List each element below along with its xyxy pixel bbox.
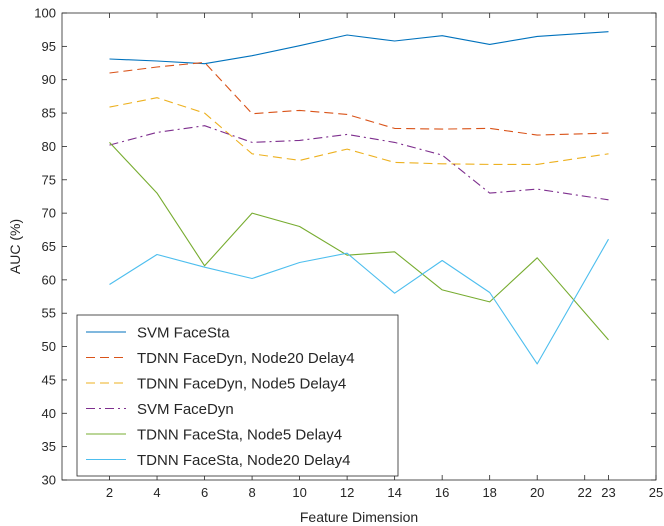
series-line-5 [109,142,609,341]
y-axis-label: AUC (%) [7,219,23,274]
y-tick-label: 75 [42,172,56,187]
x-tick-label: 8 [248,485,255,500]
y-tick-label: 100 [34,6,56,21]
legend-label-6: TDNN FaceSta, Node20 Delay4 [137,452,350,469]
x-tick-label: 23 [601,485,615,500]
x-tick-label: 25 [649,485,663,500]
y-tick-label: 95 [42,39,56,54]
y-tick-label: 85 [42,106,56,121]
legend-label-5: TDNN FaceSta, Node5 Delay4 [137,427,342,444]
x-tick-label: 6 [201,485,208,500]
legend-label-4: SVM FaceDyn [137,401,234,418]
y-tick-label: 90 [42,72,56,87]
y-tick-label: 80 [42,139,56,154]
y-tick-label: 45 [42,372,56,387]
legend-label-1: SVM FaceSta [137,325,230,342]
legend: SVM FaceSta TDNN FaceDyn, Node20 Delay4 TD… [76,314,399,477]
y-tick-label: 50 [42,339,56,354]
y-axis: 30 35 40 45 50 55 60 65 70 75 80 85 90 95 100 [34,6,656,488]
x-tick-label: 4 [153,485,160,500]
y-tick-label: 65 [42,239,56,254]
y-tick-label: 55 [42,306,56,321]
x-tick-label: 20 [530,485,544,500]
x-tick-label: 16 [435,485,449,500]
series-line-3 [109,97,609,165]
series-line-6 [109,238,609,365]
x-tick-label: 22 [577,485,591,500]
series-line-2 [109,61,609,136]
x-axis-label: Feature Dimension [300,509,418,525]
x-tick-label: 10 [292,485,306,500]
legend-label-2: TDNN FaceDyn, Node20 Delay4 [137,350,355,367]
legend-label-3: TDNN FaceDyn, Node5 Delay4 [137,376,346,393]
x-tick-label: 2 [106,485,113,500]
y-tick-label: 40 [42,406,56,421]
y-tick-label: 60 [42,272,56,287]
x-tick-label: 12 [340,485,354,500]
y-tick-label: 35 [42,439,56,454]
series-line-1 [109,31,609,65]
legend-box [76,314,399,477]
y-tick-label: 70 [42,206,56,221]
x-tick-label: 14 [387,485,401,500]
x-tick-label: 18 [482,485,496,500]
y-tick-label: 30 [42,473,56,488]
series-line-4 [109,125,609,201]
x-axis: 2 4 6 8 10 12 14 16 18 20 22 23 25 [106,13,663,500]
series-layer [109,31,609,365]
